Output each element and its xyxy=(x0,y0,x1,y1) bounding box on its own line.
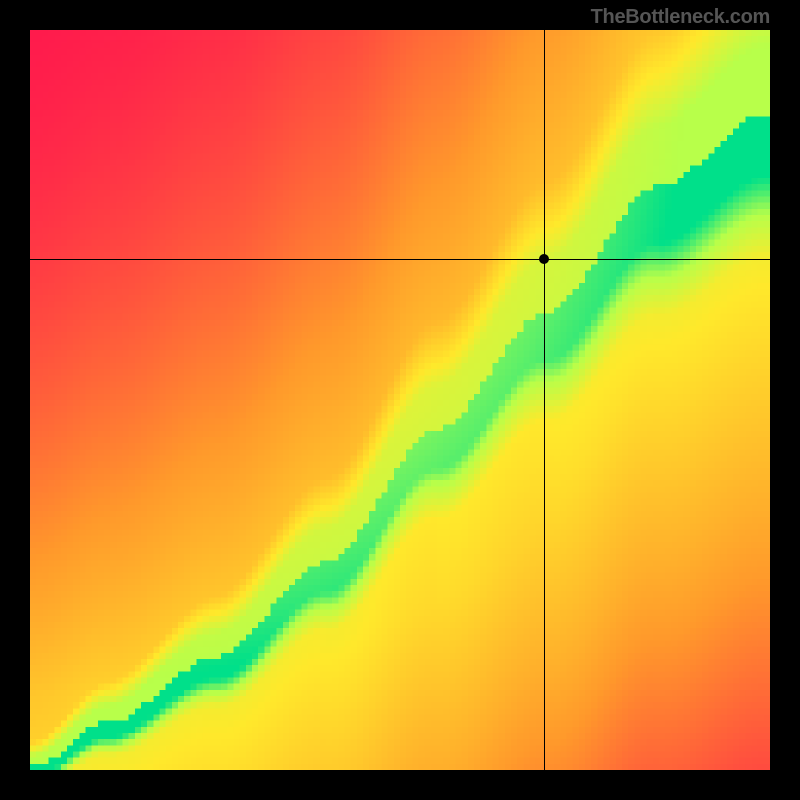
crosshair-vertical xyxy=(544,30,545,770)
marker-dot xyxy=(539,254,549,264)
crosshair-horizontal xyxy=(30,259,770,260)
watermark-text: TheBottleneck.com xyxy=(591,6,770,29)
plot-area xyxy=(30,30,770,770)
heatmap-canvas xyxy=(30,30,770,770)
